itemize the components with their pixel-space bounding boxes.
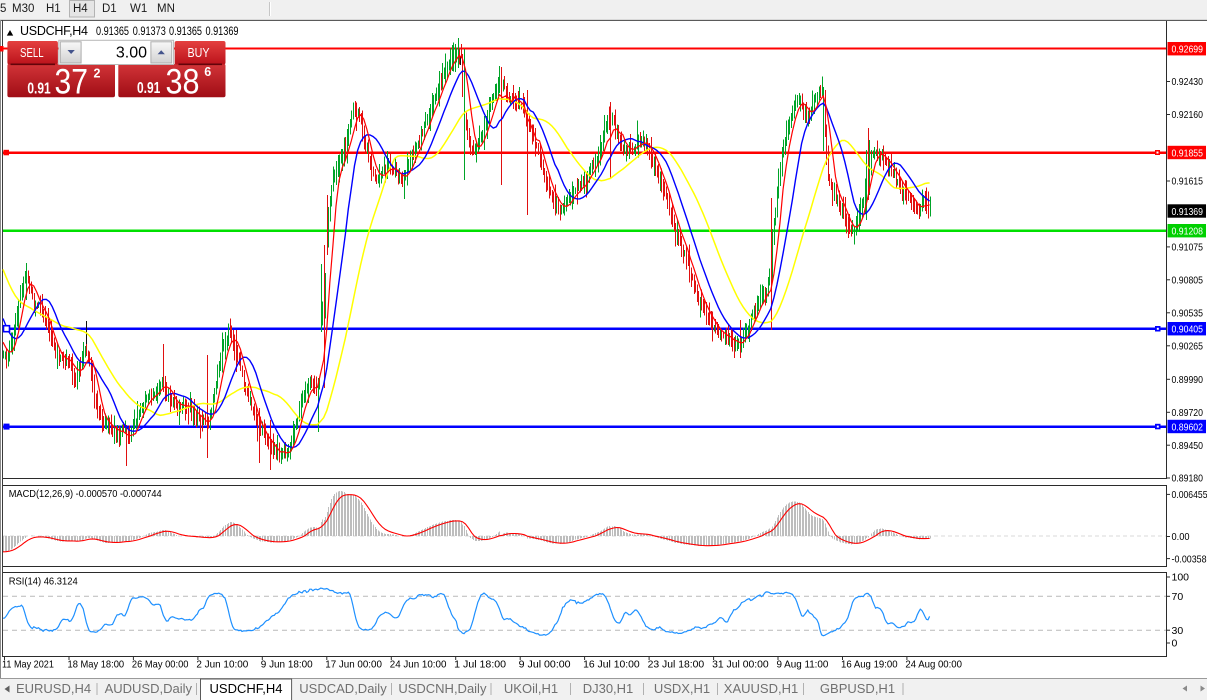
svg-text:0.00: 0.00 (1172, 531, 1190, 543)
svg-text:11 May 2021: 11 May 2021 (2, 660, 54, 671)
svg-text:0.006455: 0.006455 (1172, 489, 1207, 501)
svg-text:0.89990: 0.89990 (1172, 374, 1204, 386)
svg-text:USDCHF,H4: USDCHF,H4 (20, 24, 88, 38)
svg-text:GBPUSD,H1: GBPUSD,H1 (820, 681, 895, 696)
svg-text:16 Aug 19:00: 16 Aug 19:00 (841, 660, 898, 671)
svg-text:5: 5 (0, 3, 6, 15)
svg-text:AUDUSD,Daily: AUDUSD,Daily (105, 681, 193, 696)
svg-text:0: 0 (1172, 638, 1178, 650)
svg-text:0.90805: 0.90805 (1172, 275, 1204, 287)
svg-text:0.91365: 0.91365 (169, 24, 202, 38)
svg-text:M30: M30 (12, 3, 34, 15)
svg-text:USDX,H1: USDX,H1 (654, 681, 710, 696)
svg-text:D1: D1 (102, 3, 117, 15)
svg-text:USDCHF,H4: USDCHF,H4 (210, 681, 283, 696)
svg-text:SELL: SELL (20, 45, 44, 60)
svg-text:100: 100 (1172, 572, 1190, 584)
svg-text:24 Aug 00:00: 24 Aug 00:00 (905, 660, 962, 671)
svg-text:0.91075: 0.91075 (1172, 242, 1204, 254)
svg-text:0.89450: 0.89450 (1172, 440, 1204, 452)
svg-text:3.00: 3.00 (116, 45, 147, 62)
svg-text:DJ30,H1: DJ30,H1 (583, 681, 634, 696)
svg-text:H1: H1 (46, 3, 61, 15)
svg-text:UKOil,H1: UKOil,H1 (504, 681, 558, 696)
svg-text:16 Jul 10:00: 16 Jul 10:00 (583, 660, 640, 671)
svg-text:XAUUSD,H1: XAUUSD,H1 (724, 681, 798, 696)
svg-text:0.90265: 0.90265 (1172, 341, 1204, 353)
svg-text:0.91208: 0.91208 (1172, 226, 1204, 238)
svg-text:2 Jun 10:00: 2 Jun 10:00 (196, 660, 248, 671)
svg-text:-0.003589: -0.003589 (1172, 553, 1207, 565)
svg-text:0.89720: 0.89720 (1172, 407, 1204, 419)
svg-text:MN: MN (157, 3, 175, 15)
svg-text:26 May 00:00: 26 May 00:00 (132, 660, 189, 671)
svg-text:0.92699: 0.92699 (1172, 44, 1204, 56)
svg-text:BUY: BUY (188, 45, 210, 60)
svg-text:0.91365: 0.91365 (96, 24, 129, 38)
svg-text:37: 37 (55, 63, 89, 102)
svg-text:0.89180: 0.89180 (1172, 473, 1204, 485)
svg-text:9 Jun 18:00: 9 Jun 18:00 (261, 660, 313, 671)
svg-text:70: 70 (1172, 591, 1184, 603)
svg-text:MACD(12,26,9) -0.000570 -0.000: MACD(12,26,9) -0.000570 -0.000744 (9, 488, 162, 500)
svg-text:9 Aug 11:00: 9 Aug 11:00 (777, 660, 829, 671)
svg-text:RSI(14) 46.3124: RSI(14) 46.3124 (9, 576, 78, 588)
svg-text:2: 2 (94, 67, 101, 81)
svg-text:0.89602: 0.89602 (1172, 421, 1204, 433)
svg-text:0.91369: 0.91369 (1172, 206, 1204, 218)
svg-text:H4: H4 (73, 3, 88, 15)
svg-text:W1: W1 (130, 3, 147, 15)
svg-text:0.91373: 0.91373 (133, 24, 166, 38)
svg-text:0.91855: 0.91855 (1172, 147, 1204, 159)
svg-text:EURUSD,H4: EURUSD,H4 (16, 681, 91, 696)
svg-text:0.91615: 0.91615 (1172, 176, 1204, 188)
svg-text:0.91: 0.91 (137, 80, 161, 97)
svg-text:0.92160: 0.92160 (1172, 109, 1204, 121)
svg-text:0.91369: 0.91369 (206, 24, 239, 38)
svg-text:17 Jun 00:00: 17 Jun 00:00 (325, 660, 382, 671)
svg-text:18 May 18:00: 18 May 18:00 (68, 660, 125, 671)
svg-text:0.92430: 0.92430 (1172, 76, 1204, 88)
svg-text:0.90405: 0.90405 (1172, 324, 1204, 336)
svg-text:6: 6 (204, 65, 211, 79)
svg-text:23 Jul 18:00: 23 Jul 18:00 (648, 660, 705, 671)
svg-text:USDCAD,Daily: USDCAD,Daily (299, 681, 387, 696)
svg-text:9 Jul 00:00: 9 Jul 00:00 (519, 660, 571, 671)
svg-text:30: 30 (1172, 625, 1184, 637)
svg-text:0.91: 0.91 (27, 81, 51, 98)
svg-text:31 Jul 00:00: 31 Jul 00:00 (712, 660, 769, 671)
svg-text:1 Jul 18:00: 1 Jul 18:00 (454, 660, 506, 671)
svg-text:0.90535: 0.90535 (1172, 308, 1204, 320)
svg-text:USDCNH,Daily: USDCNH,Daily (398, 681, 487, 696)
svg-text:24 Jun 10:00: 24 Jun 10:00 (390, 660, 447, 671)
svg-text:38: 38 (166, 63, 200, 102)
